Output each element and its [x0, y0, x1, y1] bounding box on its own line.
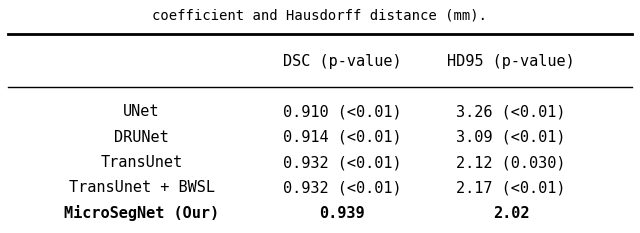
Text: 0.932 (<0.01): 0.932 (<0.01): [283, 180, 402, 195]
Text: 2.12 (0.030): 2.12 (0.030): [456, 155, 566, 170]
Text: 3.09 (<0.01): 3.09 (<0.01): [456, 130, 566, 145]
Text: 0.932 (<0.01): 0.932 (<0.01): [283, 155, 402, 170]
Text: 0.914 (<0.01): 0.914 (<0.01): [283, 130, 402, 145]
Text: HD95 (p-value): HD95 (p-value): [447, 54, 575, 69]
Text: 2.17 (<0.01): 2.17 (<0.01): [456, 180, 566, 195]
Text: 0.939: 0.939: [319, 206, 365, 221]
Text: DSC (p-value): DSC (p-value): [283, 54, 402, 69]
Text: MicroSegNet (Our): MicroSegNet (Our): [64, 205, 219, 221]
Text: coefficient and Hausdorff distance (mm).: coefficient and Hausdorff distance (mm).: [152, 8, 488, 22]
Text: DRUNet: DRUNet: [114, 130, 169, 145]
Text: 2.02: 2.02: [493, 206, 529, 221]
Text: TransUnet: TransUnet: [100, 155, 182, 170]
Text: TransUnet + BWSL: TransUnet + BWSL: [68, 180, 214, 195]
Text: UNet: UNet: [124, 104, 160, 119]
Text: 3.26 (<0.01): 3.26 (<0.01): [456, 104, 566, 119]
Text: 0.910 (<0.01): 0.910 (<0.01): [283, 104, 402, 119]
